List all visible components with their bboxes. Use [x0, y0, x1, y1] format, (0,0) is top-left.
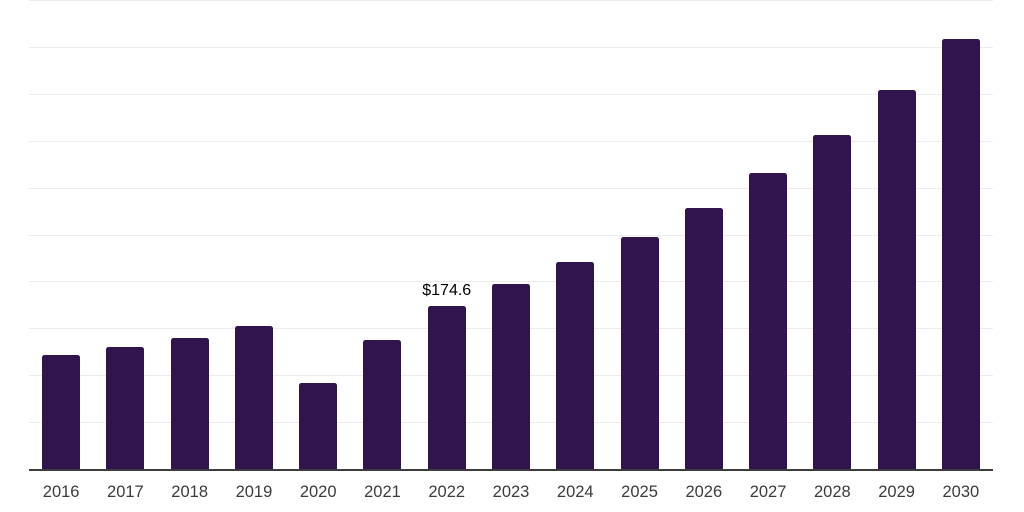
- gridline-500: [29, 0, 993, 1]
- x-axis-labels: 2016 2017 2018 2019 2020 2021 2022 2023 2024 2025…: [29, 483, 993, 505]
- x-tick-2024: 2024: [556, 483, 594, 501]
- x-tick-2020: 2020: [299, 483, 337, 501]
- x-tick-2027: 2027: [749, 483, 787, 501]
- x-tick-2019: 2019: [235, 483, 273, 501]
- x-tick-2018: 2018: [171, 483, 209, 501]
- gridline-450: [29, 46, 993, 48]
- gridline-400: [29, 93, 993, 95]
- bar-2024: [556, 262, 595, 470]
- plot-area: $174.6: [29, 0, 993, 471]
- bar-2028: [813, 135, 852, 470]
- bar-2026: [684, 207, 723, 470]
- gridline-300: [29, 187, 993, 189]
- bar-2022: [427, 306, 466, 470]
- bar-2021: [363, 340, 402, 470]
- x-tick-2017: 2017: [107, 483, 144, 501]
- gridline-350: [29, 140, 993, 142]
- x-tick-2026: 2026: [685, 483, 723, 501]
- x-axis-line: [29, 469, 993, 471]
- x-tick-2022: 2022: [428, 483, 466, 501]
- x-tick-2029: 2029: [878, 483, 915, 501]
- bar-2017: [106, 347, 145, 470]
- x-tick-2021: 2021: [364, 483, 401, 501]
- gridline-250: [29, 234, 993, 236]
- x-tick-2030: 2030: [942, 483, 980, 501]
- value-label-2022: $174.6: [422, 282, 472, 300]
- bar-2018: [170, 338, 209, 470]
- bar-2023: [492, 284, 530, 470]
- bar-2030: [941, 39, 980, 470]
- bar-2027: [749, 172, 788, 470]
- x-tick-2023: 2023: [492, 483, 530, 501]
- x-tick-2028: 2028: [813, 483, 851, 501]
- x-tick-2016: 2016: [42, 483, 80, 501]
- bar-2019: [234, 326, 273, 470]
- x-tick-2025: 2025: [621, 483, 658, 501]
- gridline-200: [29, 281, 993, 283]
- bar-2029: [877, 89, 916, 470]
- bar-2025: [620, 236, 659, 470]
- bar-2016: [42, 355, 81, 470]
- bar-2020: [299, 382, 338, 470]
